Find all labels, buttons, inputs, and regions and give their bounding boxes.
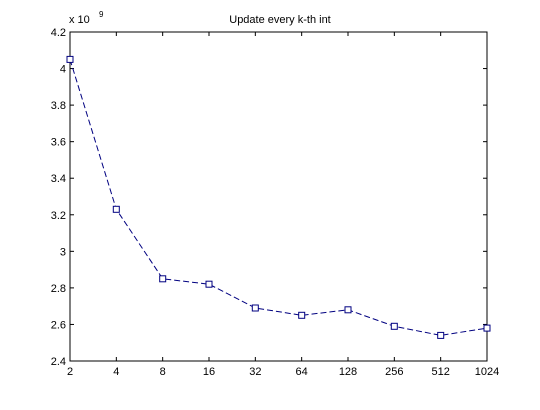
data-point-marker — [298, 311, 306, 319]
y-tick-label: 4.2 — [51, 27, 66, 39]
y-tick-label: 2.8 — [51, 283, 66, 295]
y-tick-label: 2.6 — [51, 319, 66, 331]
x-tick-label: 1024 — [475, 366, 499, 378]
data-point-marker — [483, 324, 491, 332]
x-tick-label: 32 — [249, 366, 261, 378]
y-multiplier-label: x 10 — [69, 14, 90, 26]
y-tick-label: 3 — [60, 246, 66, 258]
data-point-marker — [112, 205, 120, 213]
x-tick-label: 64 — [296, 366, 308, 378]
series-layer — [66, 55, 491, 339]
x-tick-label: 8 — [160, 366, 166, 378]
data-point-marker — [159, 275, 167, 283]
data-point-marker — [390, 322, 398, 330]
data-point-marker — [437, 331, 445, 339]
data-point-marker — [251, 304, 259, 312]
x-tick-label: 16 — [203, 366, 215, 378]
data-point-marker — [66, 55, 74, 63]
axes: 2 4 8 16 32 64 128 256 512 1024 2.4 2.6 2.8 3 3.2 3.4 3.… — [51, 10, 500, 378]
x-tick-label: 512 — [431, 366, 449, 378]
x-tick-label: 2 — [67, 366, 73, 378]
series-line — [69, 59, 488, 336]
y-tick-label: 3.8 — [51, 100, 66, 112]
y-tick-label: 4 — [60, 64, 66, 76]
y-tick-label: 3.2 — [51, 210, 66, 222]
y-tick-label: 3.4 — [51, 173, 66, 185]
x-tick-label: 256 — [385, 366, 403, 378]
x-tick-label: 128 — [339, 366, 357, 378]
y-tick-label: 2.4 — [51, 356, 66, 368]
data-point-marker — [205, 280, 213, 288]
data-point-marker — [344, 306, 352, 314]
y-tick-label: 3.6 — [51, 137, 66, 149]
y-multiplier-exponent: 9 — [99, 10, 104, 19]
chart-title: Update every k-th int — [229, 14, 331, 26]
plot-area-frame — [69, 31, 488, 362]
x-tick-label: 4 — [113, 366, 119, 378]
